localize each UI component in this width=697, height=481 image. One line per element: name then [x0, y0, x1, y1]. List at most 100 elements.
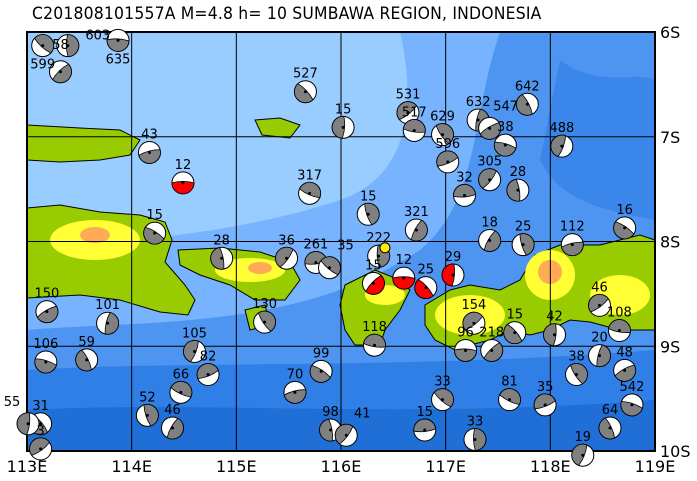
beachball-compression [210, 247, 225, 270]
focal-mechanism-beachball [571, 443, 595, 467]
beachball-depth-label: 596 [435, 137, 460, 152]
beachball-axis-dot [617, 329, 621, 333]
beachball-axis-dot [423, 428, 427, 432]
focal-mechanism-beachball [478, 228, 502, 252]
beachball-compression [183, 340, 199, 363]
beachball-depth-label: 15 [360, 189, 377, 204]
beachball-depth-label: 15 [506, 308, 523, 323]
beachball-axis-dot [147, 150, 151, 154]
focal-mechanism-beachball [503, 321, 527, 345]
focal-mechanism-beachball [56, 34, 80, 58]
beachball-compression [614, 364, 636, 382]
focal-mechanism-beachball [480, 338, 504, 362]
beachball-compression [598, 417, 616, 440]
graticule [27, 32, 655, 451]
beachball-depth-label: 58 [52, 38, 69, 53]
map-title: C201808101557A M=4.8 h= 10 SUMBAWA REGIO… [32, 4, 542, 24]
beachball-depth-label: 305 [477, 155, 502, 170]
focal-mechanism-beachball [498, 388, 522, 412]
beachball-compression [479, 122, 501, 140]
beachball-compression [319, 418, 334, 442]
beachball-depth-label: 20 [591, 331, 608, 346]
beachball-depth-label: 599 [30, 58, 55, 73]
x-tick-label: 116E [321, 457, 362, 476]
focal-mechanism-beachball [454, 338, 478, 362]
focal-mechanism-beachball [309, 359, 333, 383]
y-tick-label: 9S [660, 337, 680, 356]
beachball-axis-dot [476, 118, 480, 122]
beachball-axis-dot [45, 310, 49, 314]
beachball-compression [462, 311, 484, 331]
focal-mechanism-beachball [436, 150, 460, 174]
focal-mechanism-beachball [431, 388, 455, 412]
map-frame [26, 31, 656, 452]
beachball-depth-label: 29 [445, 250, 462, 265]
focal-mechanism-beachball [414, 276, 438, 300]
beachball-compression [550, 134, 567, 157]
beachball-compression [365, 274, 385, 295]
beachball-depth-label: 632 [466, 95, 491, 110]
beachball-compression [171, 180, 195, 195]
beachball-axis-dot [66, 44, 70, 48]
focal-mechanism-beachball [392, 266, 416, 290]
focal-mechanism-beachball [96, 311, 120, 335]
beachball-compression [561, 241, 584, 256]
beachball-depth-label: 36 [278, 233, 295, 248]
beachball-axis-dot [314, 260, 318, 264]
beachball-depth-label: 3 [36, 424, 44, 439]
beachball-axis-dot [153, 231, 157, 235]
beachball-compression [503, 323, 523, 344]
focal-mechanism-beachball [293, 80, 317, 104]
beachball-axis-dot [406, 111, 410, 115]
beachball-compression [453, 184, 476, 198]
beachball-axis-dot [623, 368, 627, 372]
beachball-compression [392, 276, 416, 290]
beachball-depth-label: 28 [510, 165, 527, 180]
beachball-axis-dot [581, 453, 585, 457]
focal-mechanism-beachball [543, 323, 567, 347]
focal-mechanism-beachball [356, 202, 380, 226]
beachball-axis-dot [341, 125, 345, 129]
focal-mechanism-beachball [413, 418, 437, 442]
beachball-axis-dot [414, 228, 418, 232]
beachball-depth-label: 531 [396, 88, 421, 103]
beachball-depth-label: 66 [173, 367, 190, 382]
focal-mechanism-beachball [550, 134, 574, 158]
focal-mechanisms [16, 28, 644, 467]
beachball-compression [275, 246, 294, 268]
beachball-compression [596, 344, 611, 368]
focal-mechanism-beachball [511, 233, 535, 257]
beachball-compression [570, 363, 588, 385]
focal-mechanism-beachball [298, 181, 322, 205]
beachball-compression [493, 141, 517, 157]
beachball-axis-dot [319, 369, 323, 373]
beachball-compression [608, 319, 631, 334]
beachball-depth-label: 32 [456, 170, 473, 185]
beachball-axis-dot [525, 102, 529, 106]
beachball-depth-label: 642 [515, 79, 540, 94]
beachball-compression [257, 310, 276, 332]
focal-mechanism-beachball [493, 133, 517, 157]
beachball-axis-dot [464, 348, 468, 352]
x-tick-label: 113E [7, 457, 48, 476]
focal-mechanism-beachball [396, 101, 420, 125]
beachball-compression [433, 388, 454, 408]
focal-mechanism-beachball [402, 118, 426, 142]
y-tick-label: 10S [660, 442, 691, 461]
beachball-axis-dot [516, 188, 520, 192]
focal-mechanism-beachball [160, 416, 184, 440]
beachball-compression [519, 233, 535, 256]
beachball-axis-dot [508, 398, 512, 402]
beachball-depth-label: 12 [175, 158, 192, 173]
beachball-axis-dot [303, 90, 307, 94]
beachball-depth-label: 112 [560, 220, 585, 235]
beachball-depth-label: 99 [313, 346, 330, 361]
beachball-compression [16, 412, 31, 436]
beachball-axis-dot [598, 354, 602, 358]
focal-mechanism-beachball [463, 427, 487, 451]
beachball-compression [331, 115, 346, 139]
x-tick-label: 119E [635, 457, 676, 476]
focal-mechanism-beachball [29, 437, 53, 461]
beachball-compression [441, 263, 456, 287]
